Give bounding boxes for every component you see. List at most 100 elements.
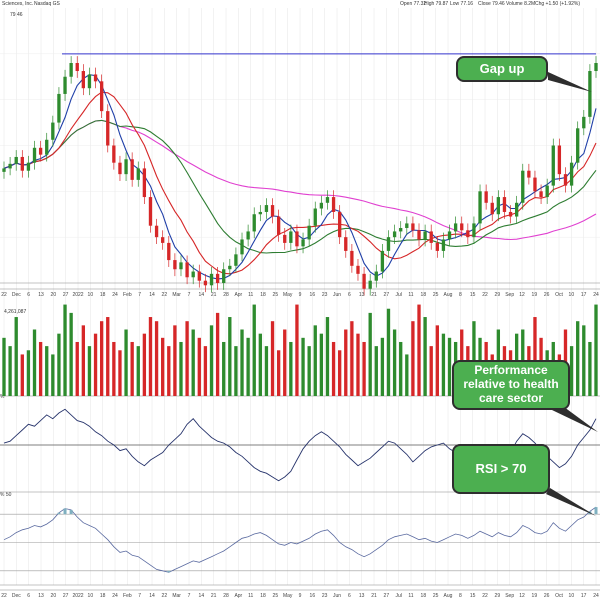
price-candle: [527, 170, 531, 178]
volume-bar: [197, 337, 201, 396]
x-tick-label: Sep: [505, 593, 514, 599]
price-candle: [386, 237, 391, 251]
volume-bar: [2, 337, 6, 396]
open-value: Open 77.32: [400, 1, 426, 7]
x-tick-label: 25: [433, 593, 439, 599]
x-tick-label: 8: [459, 292, 462, 298]
price-candle: [545, 185, 549, 198]
volume-bar: [356, 333, 360, 396]
price-candle: [167, 242, 171, 261]
x-tick-label: May: [283, 593, 293, 599]
price-candle: [63, 76, 67, 94]
x-tick-label: 14: [149, 292, 155, 298]
price-candle: [2, 168, 6, 172]
x-tick-label: 14: [199, 292, 205, 298]
gap-up-arrow: [548, 72, 592, 92]
volume-bar: [301, 337, 305, 396]
volume-label: 4,261,087: [4, 309, 26, 315]
rsi-label: % 50: [0, 492, 12, 498]
volume-bar: [161, 337, 165, 396]
price-candle: [441, 239, 446, 251]
x-tick-label: Apr: [234, 292, 242, 298]
price-candle: [32, 147, 37, 163]
volume-bar: [63, 304, 67, 396]
volume-bar: [264, 346, 269, 396]
price-candle: [130, 159, 134, 180]
x-tick-label: Apr: [234, 593, 242, 599]
x-tick-label: 16: [310, 292, 316, 298]
volume-bar: [582, 325, 586, 396]
x-tick-label: 7: [138, 292, 141, 298]
x-tick-label: 9: [299, 593, 302, 599]
x-tick-label: 21: [371, 593, 377, 599]
x-tick-label: 9: [299, 292, 302, 298]
price-candle: [551, 145, 555, 186]
x-tick-label: 20: [51, 593, 57, 599]
volume-bar: [191, 329, 195, 396]
x-tick-label: 23: [322, 593, 328, 599]
price-candle: [8, 163, 12, 169]
price-candle: [362, 273, 366, 289]
price-candle: [429, 231, 433, 243]
price-panel: [2, 53, 598, 296]
volume-bar: [173, 325, 177, 396]
x-tick-label: 7: [138, 593, 141, 599]
x-tick-label: 24: [593, 292, 599, 298]
price-candle: [399, 228, 403, 232]
price-candle: [270, 205, 275, 217]
volume-bar: [588, 341, 592, 396]
x-tick-label: 11: [248, 593, 253, 599]
volume-bar: [142, 333, 147, 396]
x-tick-label: 24: [112, 593, 118, 599]
price-candle: [106, 111, 110, 146]
price-candle: [405, 223, 409, 228]
price-candle: [411, 223, 415, 231]
x-tick-label: 10: [569, 593, 575, 599]
price-candle: [240, 239, 244, 255]
x-tick-label: Dec: [12, 593, 21, 599]
price-candle: [142, 168, 147, 198]
x-axis-top: 22 Dec 6 13 20 27 2022 10 18 24 Feb 7 14 22 Mar 7 14 21 28…: [1, 292, 599, 298]
volume-bar: [441, 333, 446, 396]
x-tick-label: 7: [188, 593, 191, 599]
price-candle: [276, 216, 281, 235]
performance-arrow: [552, 404, 598, 432]
volume-bar: [20, 354, 24, 396]
x-tick-label: 17: [581, 292, 587, 298]
price-candle: [81, 71, 86, 89]
volume-bar: [75, 341, 79, 396]
volume-bar: [136, 346, 140, 396]
volume-bar: [380, 337, 385, 396]
x-tick-label: 26: [544, 292, 550, 298]
price-candle: [99, 81, 104, 112]
price-candle: [252, 214, 256, 232]
x-tick-label: Mar: [172, 593, 181, 599]
rsi-callout: RSI > 70: [452, 444, 550, 494]
sma-50-line: [3, 119, 597, 254]
volume-bar: [14, 317, 18, 396]
volume-bar: [26, 350, 31, 396]
price-candle: [368, 280, 372, 289]
x-tick-label: 24: [593, 593, 599, 599]
x-tick-label: 6: [27, 292, 30, 298]
performance-text: Performance relative to health care sect…: [463, 363, 559, 405]
volume-bar: [57, 333, 61, 396]
gridlines: [0, 8, 600, 585]
x-tick-label: Oct: [555, 292, 563, 298]
price-candle: [490, 202, 494, 215]
x-tick-label: 11: [408, 292, 413, 298]
price-candle: [69, 63, 73, 77]
x-tick-label: 22: [1, 292, 7, 298]
x-tick-label: Feb: [123, 593, 132, 599]
price-candle: [392, 231, 397, 238]
x-tick-label: 27: [63, 593, 69, 599]
price-candle: [179, 262, 183, 270]
volume-bar: [228, 317, 232, 396]
x-tick-label: Sep: [505, 292, 514, 298]
volume-bar: [276, 350, 281, 396]
price-candle: [539, 191, 543, 198]
x-tick-label: 21: [371, 292, 377, 298]
volume-bar: [569, 346, 574, 396]
x-tick-label: 19: [532, 593, 538, 599]
x-tick-label: Aug: [444, 593, 453, 599]
